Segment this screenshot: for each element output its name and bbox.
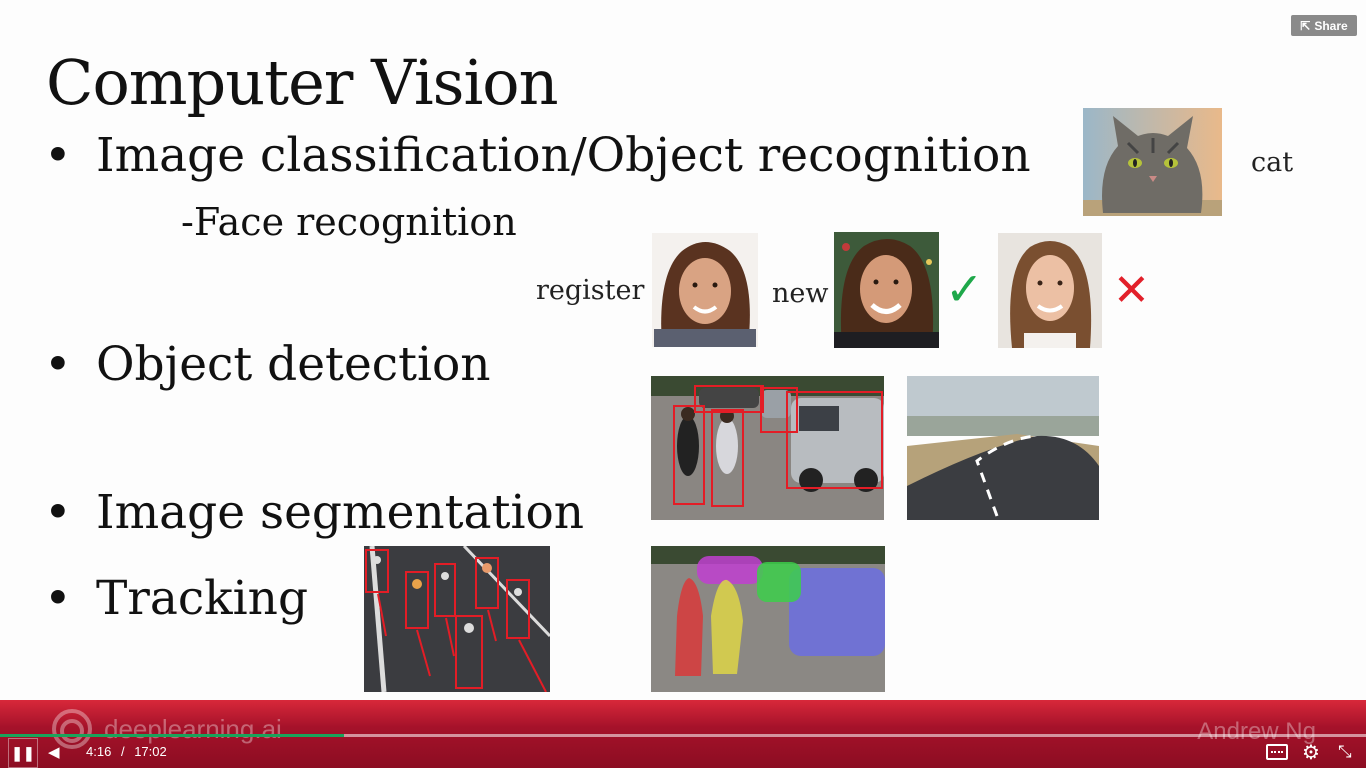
duration: 17:02	[134, 744, 167, 759]
share-label: Share	[1314, 18, 1348, 33]
segmentation-image	[651, 546, 885, 692]
captions-button[interactable]	[1266, 744, 1288, 760]
progress-fill	[0, 734, 345, 737]
share-button[interactable]: ⇱ Share	[1291, 15, 1357, 36]
cross-icon: ✕	[1113, 265, 1150, 316]
settings-button[interactable]: ⚙	[1302, 740, 1320, 765]
current-time: 4:16	[86, 744, 112, 759]
brand-text: deeplearning.ai	[104, 713, 282, 744]
time-separator: /	[120, 744, 125, 759]
deeplearning-logo-icon	[52, 709, 92, 749]
exit-fullscreen-button[interactable]: ⤡	[1338, 742, 1352, 762]
bullet-image-classification: • Image classification/Object recognition	[44, 128, 1031, 183]
pause-icon: ❚❚	[11, 744, 35, 761]
slide: Computer Vision • Image classification/Ob…	[44, 15, 1357, 692]
check-icon: ✓	[945, 262, 984, 316]
bullet-text: Object detection	[96, 337, 491, 392]
settings-icon: ⚙	[1302, 742, 1320, 764]
progress-bar[interactable]	[0, 734, 1366, 737]
bullet-object-detection: • Object detection	[44, 337, 491, 392]
author-watermark: Andrew Ng	[1197, 718, 1316, 745]
new-face-image	[834, 232, 939, 348]
cat-image	[1083, 108, 1222, 216]
bullet-image-segmentation: • Image segmentation	[44, 485, 585, 540]
tracking-image	[364, 546, 550, 692]
register-face-image	[652, 233, 758, 347]
register-label: register	[536, 275, 645, 306]
captions-icon	[1271, 751, 1283, 755]
bullet-text: Image classification/Object recognition	[96, 128, 1031, 183]
bullet-tracking: • Tracking	[44, 571, 309, 626]
sub-bullet-face-recognition: -Face recognition	[181, 200, 517, 244]
share-icon: ⇱	[1300, 18, 1311, 33]
road-image	[907, 376, 1099, 520]
pause-button[interactable]: ❚❚	[8, 738, 38, 768]
slide-title: Computer Vision	[46, 46, 559, 119]
object-detection-image	[651, 376, 884, 520]
time-display: 4:16 / 17:02	[86, 744, 167, 759]
new-label: new	[772, 278, 829, 309]
exit-fullscreen-icon: ⤡	[1338, 742, 1352, 761]
cat-label: cat	[1251, 147, 1294, 178]
brand-watermark: deeplearning.ai	[48, 709, 282, 749]
volume-button[interactable]: ◀	[48, 743, 60, 761]
other-face-image	[998, 233, 1102, 348]
bullet-text: Tracking	[96, 571, 309, 626]
bullet-text: Image segmentation	[96, 485, 585, 540]
volume-icon: ◀	[48, 744, 60, 761]
